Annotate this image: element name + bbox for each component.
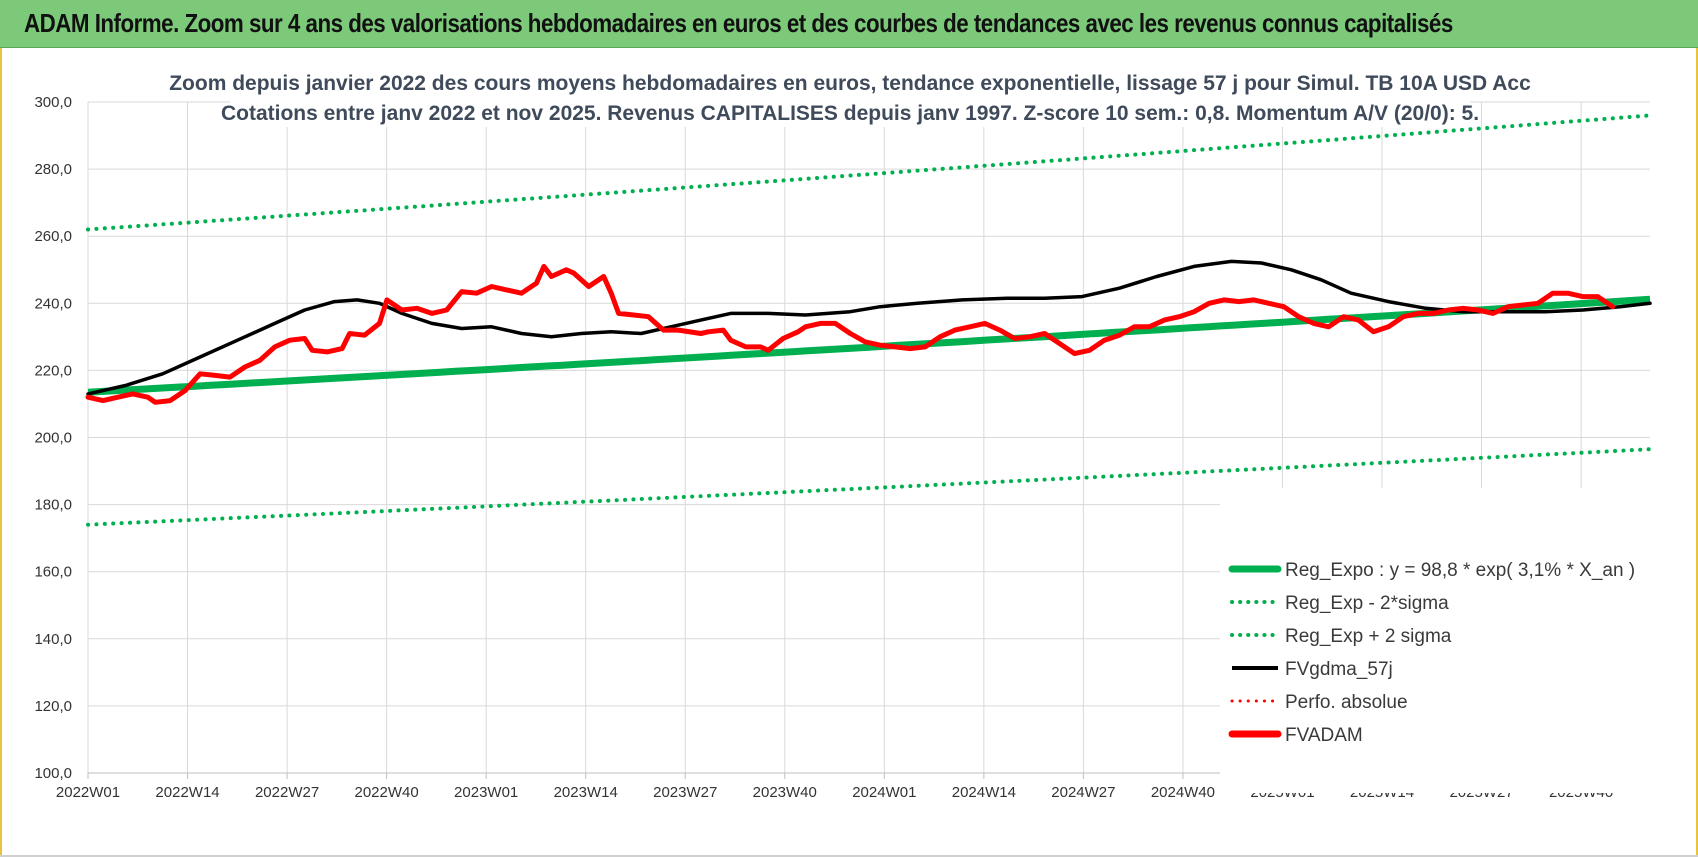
y-axis: 100,0 120,0 140,0 160,0 180,0 200,0 220,0 240,0… — [34, 94, 72, 782]
chart-title-line1: Zoom depuis janvier 2022 des cours moyen… — [169, 72, 1531, 95]
y-tick-label: 120,0 — [34, 698, 72, 715]
y-tick-label: 240,0 — [34, 295, 72, 312]
series-layer — [85, 113, 1652, 527]
y-tick-label: 180,0 — [34, 497, 72, 514]
x-tick-label: 2024W27 — [1051, 784, 1115, 801]
x-tick-label: 2023W14 — [554, 784, 618, 801]
legend-label: FVgdma_57j — [1285, 659, 1393, 680]
series-reg-exp-plus-2sigma — [86, 113, 1652, 232]
chart-frame — [0, 48, 1698, 857]
y-tick-label: 280,0 — [34, 161, 72, 178]
legend-label: Perfo. absolue — [1285, 692, 1408, 713]
legend: Reg_Expo : y = 98,8 * exp( 3,1% * X_an )… — [1220, 488, 1650, 793]
x-tick-label: 2024W01 — [852, 784, 916, 801]
x-tick-label: 2024W14 — [952, 784, 1016, 801]
line-chart: 100,0 120,0 140,0 160,0 180,0 200,0 220,0 240,0… — [34, 63, 1652, 801]
x-tick-label: 2023W01 — [454, 784, 518, 801]
banner: ADAM Informe. Zoom sur 4 ans des valoris… — [0, 0, 1698, 48]
frame-bottom-border — [0, 852, 1698, 857]
y-tick-label: 160,0 — [34, 564, 72, 581]
x-tick-label: 2022W27 — [255, 784, 319, 801]
legend-label: Reg_Exp - 2*sigma — [1285, 593, 1449, 614]
x-tick-label: 2022W40 — [355, 784, 419, 801]
x-tick-label: 2022W01 — [56, 784, 120, 801]
legend-background — [1220, 488, 1650, 793]
x-tick-label: 2022W14 — [155, 784, 219, 801]
x-tick-label: 2023W27 — [653, 784, 717, 801]
legend-label: Reg_Expo : y = 98,8 * exp( 3,1% * X_an ) — [1285, 560, 1635, 581]
series-reg-exp-minus-2sigma — [86, 447, 1652, 527]
legend-label: Reg_Exp + 2 sigma — [1285, 626, 1452, 647]
series-reg-expo — [87, 295, 1651, 396]
y-tick-label: 100,0 — [34, 765, 72, 782]
chart-title-group: Zoom depuis janvier 2022 des cours moyen… — [169, 63, 1531, 127]
y-tick-label: 200,0 — [34, 430, 72, 447]
x-tick-label: 2024W40 — [1151, 784, 1215, 801]
title-background — [230, 63, 1470, 127]
y-tick-label: 300,0 — [34, 94, 72, 111]
series-fvadam — [85, 263, 1616, 405]
legend-label: FVADAM — [1285, 725, 1363, 746]
y-tick-label: 140,0 — [34, 631, 72, 648]
y-tick-label: 260,0 — [34, 228, 72, 245]
banner-title: ADAM Informe. Zoom sur 4 ans des valoris… — [24, 8, 1453, 38]
chart-title-line2: Cotations entre janv 2022 et nov 2025. R… — [221, 102, 1479, 125]
series-fvgdma-57j — [86, 259, 1652, 396]
x-tick-label: 2023W40 — [753, 784, 817, 801]
y-tick-label: 220,0 — [34, 362, 72, 379]
